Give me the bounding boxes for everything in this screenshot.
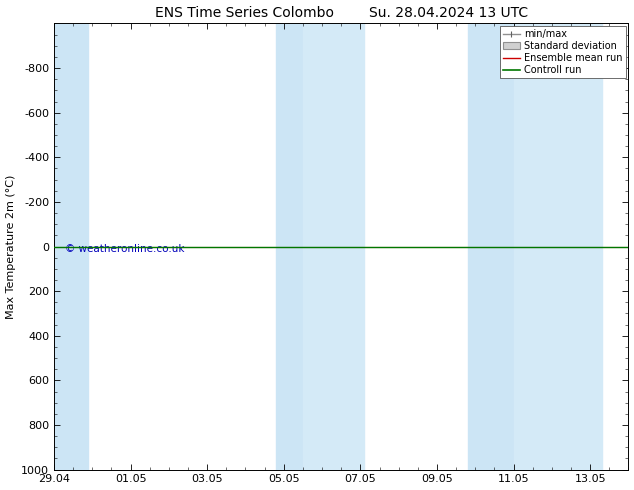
Text: © weatheronline.co.uk: © weatheronline.co.uk <box>65 245 185 254</box>
Bar <box>303 24 364 469</box>
Y-axis label: Max Temperature 2m (°C): Max Temperature 2m (°C) <box>6 174 16 318</box>
Bar <box>468 24 514 469</box>
Bar <box>54 24 88 469</box>
Title: ENS Time Series Colombo        Su. 28.04.2024 13 UTC: ENS Time Series Colombo Su. 28.04.2024 1… <box>155 5 527 20</box>
Bar <box>276 24 303 469</box>
Bar <box>514 24 602 469</box>
Legend: min/max, Standard deviation, Ensemble mean run, Controll run: min/max, Standard deviation, Ensemble me… <box>500 26 626 78</box>
